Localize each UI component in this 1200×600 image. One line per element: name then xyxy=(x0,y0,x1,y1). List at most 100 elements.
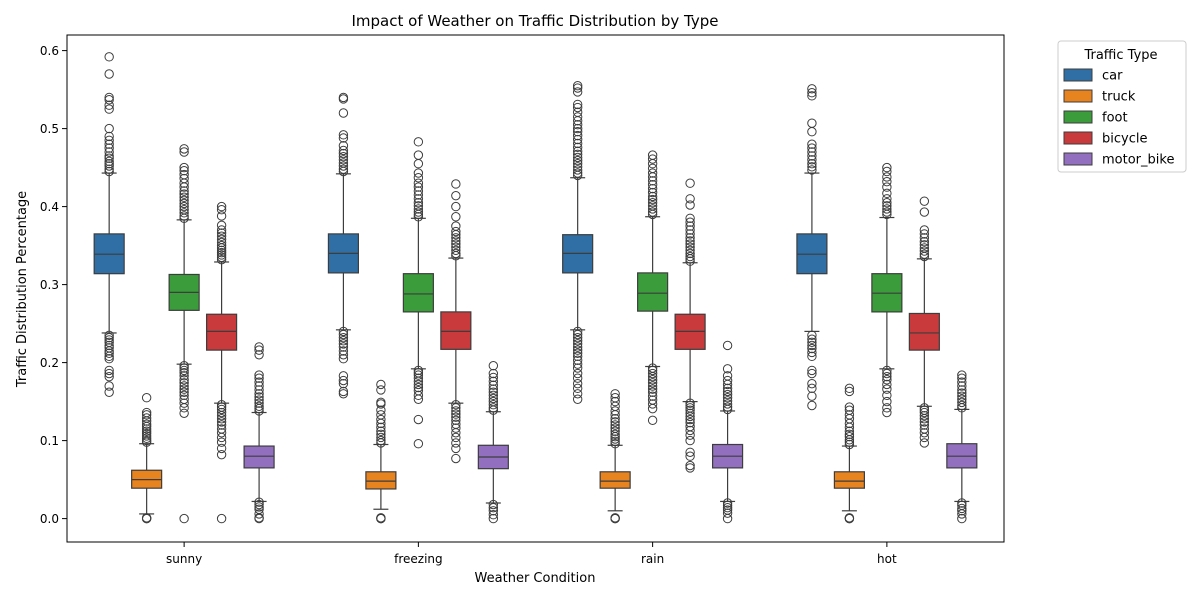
outlier-point xyxy=(104,164,114,174)
box-body xyxy=(637,272,669,312)
outlier-point xyxy=(488,372,499,383)
outlier-point xyxy=(685,463,695,473)
outlier-point xyxy=(685,221,695,231)
outlier-point xyxy=(179,195,189,206)
outlier-point xyxy=(685,414,695,425)
outlier-point xyxy=(254,342,264,352)
outlier-point xyxy=(413,194,424,204)
outlier-point xyxy=(647,176,658,186)
outlier-point xyxy=(104,330,114,340)
outlier-point xyxy=(179,365,189,376)
outlier-point xyxy=(488,403,499,413)
x-tick-label: hot xyxy=(877,552,897,566)
outlier-point xyxy=(376,405,386,415)
outlier-point xyxy=(844,513,855,524)
outlier-point xyxy=(179,144,189,154)
outlier-point xyxy=(413,159,424,169)
outlier-point xyxy=(685,229,695,239)
outlier-point xyxy=(685,425,695,436)
outlier-point xyxy=(451,201,461,212)
outlier-point xyxy=(451,245,461,255)
outlier-point xyxy=(179,381,189,391)
outlier-point xyxy=(216,254,227,265)
box-motor_bike-freezing xyxy=(477,361,509,524)
outlier-point xyxy=(451,412,461,422)
outlier-point xyxy=(572,123,583,134)
outlier-point xyxy=(254,392,264,402)
outlier-point xyxy=(451,221,461,231)
outlier-point xyxy=(104,123,114,134)
box-truck-hot xyxy=(833,383,865,524)
outlier-point xyxy=(451,233,461,243)
outlier-point xyxy=(104,166,114,177)
x-tick-label: freezing xyxy=(394,552,443,566)
outlier-point xyxy=(216,432,227,443)
outlier-point xyxy=(104,351,114,362)
outlier-point xyxy=(957,381,967,391)
outlier-point xyxy=(216,231,227,241)
outlier-point xyxy=(572,342,583,352)
outlier-point xyxy=(957,391,967,401)
outlier-point xyxy=(413,137,424,147)
outlier-point xyxy=(572,355,583,365)
outlier-point xyxy=(179,208,189,218)
outlier-point xyxy=(104,147,114,157)
outlier-point xyxy=(572,168,583,178)
outlier-point xyxy=(488,502,499,513)
outlier-point xyxy=(179,189,189,199)
outlier-point xyxy=(572,363,583,373)
outlier-point xyxy=(338,339,349,349)
outlier-point xyxy=(807,337,817,348)
outlier-point xyxy=(451,190,461,201)
outlier-point xyxy=(254,398,264,408)
outlier-point xyxy=(338,151,349,162)
outlier-point xyxy=(451,236,461,246)
outlier-point xyxy=(610,417,620,427)
outlier-point xyxy=(179,361,189,371)
outlier-point xyxy=(488,368,499,379)
outlier-point xyxy=(179,169,189,180)
outlier-point xyxy=(610,513,620,524)
outlier-point xyxy=(572,87,583,97)
outlier-point xyxy=(104,92,114,103)
outlier-point xyxy=(254,406,264,416)
box-foot-sunny xyxy=(168,144,200,524)
outlier-point xyxy=(882,390,892,401)
outlier-point xyxy=(413,182,424,192)
outlier-point xyxy=(254,350,264,360)
outlier-point xyxy=(216,228,227,238)
box-bicycle-hot xyxy=(908,196,940,448)
y-tick-label: 0.5 xyxy=(40,122,59,136)
outlier-point xyxy=(685,256,695,266)
outlier-point xyxy=(338,148,349,159)
outlier-point xyxy=(919,438,930,448)
outlier-point xyxy=(882,371,892,382)
outlier-point xyxy=(807,91,817,101)
x-tick-label: sunny xyxy=(166,552,202,566)
x-tick-label: rain xyxy=(641,552,664,566)
box-car-hot xyxy=(796,84,828,411)
box-body xyxy=(365,471,397,490)
outlier-point xyxy=(722,375,733,386)
outlier-point xyxy=(647,399,658,409)
outlier-point xyxy=(572,339,583,349)
outlier-point xyxy=(216,245,227,255)
outlier-point xyxy=(647,403,658,414)
outlier-point xyxy=(451,248,461,259)
legend-swatch-truck xyxy=(1063,89,1093,103)
outlier-point xyxy=(610,429,620,440)
outlier-point xyxy=(376,429,386,440)
outlier-point xyxy=(807,84,817,94)
outlier-point xyxy=(844,402,855,412)
axes-frame xyxy=(66,34,1005,543)
outlier-point xyxy=(647,154,658,164)
outlier-point xyxy=(957,400,967,411)
outlier-point xyxy=(338,130,349,140)
outlier-point xyxy=(488,387,499,397)
outlier-point xyxy=(919,229,930,239)
outlier-point xyxy=(647,371,658,382)
outlier-point xyxy=(376,410,386,420)
outlier-point xyxy=(610,426,620,436)
outlier-point xyxy=(722,340,733,351)
outlier-point xyxy=(685,233,695,243)
